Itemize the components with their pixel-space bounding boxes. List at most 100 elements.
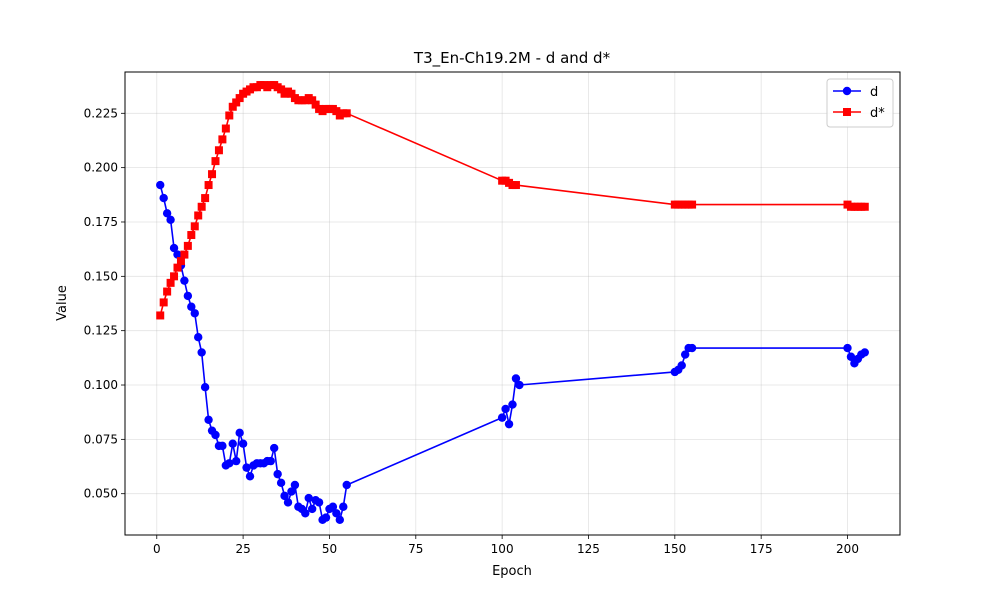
x-tick-label: 200 — [836, 542, 859, 556]
data-point-d — [183, 291, 193, 301]
y-tick-label: 0.050 — [84, 487, 118, 501]
data-point-d — [173, 250, 182, 259]
data-point-d-star — [156, 311, 165, 320]
plot-area-frame — [124, 71, 901, 536]
data-point-d-star — [173, 263, 182, 272]
data-point-d — [335, 515, 345, 524]
data-point-d — [677, 361, 686, 370]
data-point-d-star — [176, 257, 185, 266]
data-point-d-star — [159, 298, 168, 307]
data-point-d — [287, 487, 296, 496]
data-point-d — [846, 352, 856, 361]
data-point-d-star — [308, 96, 317, 105]
legend-label-d-star: d* — [870, 106, 885, 121]
data-point-d-star — [170, 272, 179, 281]
data-point-d — [332, 509, 341, 518]
x-axis-ticks: 0 25 50 75 100 125 150 175 200 — [153, 535, 859, 556]
data-point-d — [501, 404, 510, 414]
data-point-d-star — [183, 241, 192, 250]
legend-marker-d — [842, 86, 852, 96]
data-point-d-star — [194, 211, 203, 220]
series-line-d — [159, 184, 866, 521]
data-point-d — [304, 493, 313, 503]
data-point-d — [511, 374, 521, 383]
data-point-d-star — [166, 278, 175, 287]
data-point-d — [307, 504, 317, 514]
y-tick-label: 0.125 — [84, 324, 118, 338]
data-point-d — [238, 439, 248, 448]
data-point-d — [218, 441, 227, 451]
data-point-d-star — [342, 109, 351, 118]
x-tick-label: 150 — [663, 542, 686, 556]
y-tick-label: 0.225 — [84, 106, 118, 120]
data-point-d-star — [214, 146, 223, 155]
data-point-d-star — [511, 181, 520, 190]
data-point-d — [180, 276, 189, 285]
data-point-d — [497, 413, 507, 422]
legend: d d* — [826, 78, 894, 128]
data-point-d — [159, 193, 168, 203]
series-layer — [156, 81, 869, 524]
data-point-d-star — [187, 231, 196, 240]
data-point-d-star — [287, 89, 296, 98]
x-tick-label: 175 — [750, 542, 773, 556]
x-tick-label: 125 — [577, 542, 600, 556]
data-point-d — [273, 469, 282, 479]
data-point-d — [266, 456, 275, 466]
data-point-d — [235, 428, 244, 438]
y-tick-label: 0.175 — [84, 215, 118, 229]
x-tick-label: 25 — [235, 542, 250, 556]
data-point-d-star — [232, 98, 241, 107]
y-axis-label: Value — [55, 285, 70, 321]
data-point-d-star — [311, 100, 320, 109]
data-point-d — [508, 400, 517, 409]
data-point-d-star — [211, 157, 220, 166]
series-line-d-star — [159, 84, 865, 316]
x-axis-label: Epoch — [492, 564, 532, 579]
data-point-d — [232, 456, 241, 466]
data-point-d-star — [225, 111, 234, 120]
x-tick-label: 75 — [408, 542, 423, 556]
series-d-star — [156, 81, 869, 320]
data-point-d-star — [197, 202, 206, 211]
legend-marker-d-star — [843, 108, 851, 116]
data-point-d — [169, 243, 179, 253]
data-point-d-star — [208, 170, 217, 179]
data-point-d — [156, 180, 165, 190]
data-point-d — [843, 343, 852, 353]
data-point-d — [200, 382, 210, 392]
data-point-d-star — [163, 287, 172, 296]
data-point-d — [190, 309, 199, 318]
data-point-d-star — [228, 102, 237, 111]
data-point-d — [225, 459, 234, 468]
data-point-d — [301, 509, 310, 518]
data-point-d-star — [204, 181, 213, 190]
data-point-d — [860, 348, 869, 357]
data-point-d — [290, 480, 300, 490]
data-point-d — [211, 430, 220, 440]
data-point-d-star — [332, 107, 341, 116]
chart-title: T3_En-Ch19.2M - d and d* — [413, 49, 611, 68]
y-tick-label: 0.075 — [84, 432, 118, 446]
y-tick-label: 0.200 — [84, 161, 118, 175]
y-axis-ticks: 0.050 0.075 0.100 0.125 0.150 0.175 0.200 0.225 — [84, 106, 125, 501]
data-point-d — [280, 491, 289, 501]
data-point-d — [276, 478, 286, 488]
data-point-d — [204, 415, 213, 424]
grid — [125, 72, 900, 535]
data-point-d — [228, 439, 237, 448]
series-d — [156, 180, 869, 524]
data-point-d — [197, 348, 206, 357]
legend-label-d: d — [870, 85, 878, 100]
data-point-d — [269, 443, 279, 453]
data-point-d — [328, 502, 338, 511]
y-tick-label: 0.100 — [84, 378, 118, 392]
data-point-d-star — [860, 202, 869, 211]
data-point-d-star — [218, 135, 227, 144]
data-point-d — [342, 480, 351, 490]
data-point-d — [187, 302, 196, 311]
data-point-d — [321, 513, 331, 522]
data-point-d-star — [688, 200, 697, 209]
x-tick-label: 0 — [153, 542, 161, 556]
